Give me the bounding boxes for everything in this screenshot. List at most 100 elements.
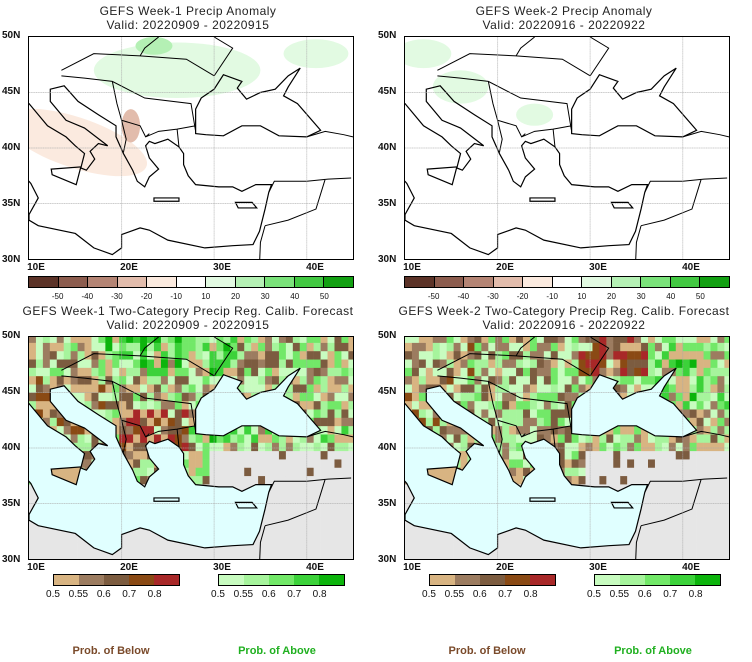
forecast-cell [550,337,559,343]
forecast-cell [481,400,489,410]
forecast-cell [195,467,203,477]
forecast-cell [606,367,614,377]
forecast-cell [696,342,704,352]
forecast-cell [502,400,510,410]
forecast-cell [320,400,328,410]
colorbar-tick-label: 0.8 [147,589,162,600]
forecast-cell [675,509,683,518]
anomaly-area [432,70,489,104]
forecast-cell [543,434,552,443]
forecast-cell [91,337,99,343]
forecast-cell [557,542,565,552]
forecast-cell [327,484,335,493]
forecast-cell [536,542,545,552]
legend-prob-above: Prob. of Above [614,645,692,657]
forecast-cell [710,475,718,485]
forecast-cell [703,434,711,443]
forecast-cell [675,467,683,477]
forecast-cell [334,392,342,402]
colorbar-swatch [294,575,319,585]
forecast-cell [265,342,273,352]
forecast-cell [272,359,280,368]
forecast-cell [202,350,210,360]
forecast-cell [202,359,210,368]
forecast-cell [502,392,510,402]
forecast-cell [418,417,427,427]
colorbar-tick-label: 0.5 [46,589,60,600]
forecast-cell [654,442,663,452]
forecast-cell [167,434,176,443]
lat-tick-label: 40N [2,142,21,153]
forecast-cell [49,350,58,360]
forecast-cell [661,450,670,460]
forecast-cell [648,534,656,543]
forecast-cell [682,442,690,452]
forecast-cell [557,375,565,385]
forecast-cell [710,442,718,452]
forecast-cell [654,337,663,343]
forecast-cell [112,342,120,352]
forecast-cell [348,492,353,502]
forecast-cell [327,409,335,418]
forecast-cell [557,337,565,343]
forecast-cell [641,475,649,485]
forecast-cell [258,442,266,452]
forecast-cell [119,425,127,435]
forecast-cell [42,350,51,360]
forecast-cell [230,542,238,552]
forecast-cell [42,400,51,410]
forecast-cell [696,467,704,477]
forecast-cell [313,525,321,535]
forecast-cell [467,392,475,402]
forecast-cell [299,359,307,368]
forecast-cell [126,375,134,385]
forecast-cell [209,450,217,460]
forecast-cell [606,475,614,485]
forecast-cell [578,375,586,385]
forecast-cell [341,337,349,343]
forecast-cell [334,417,342,427]
forecast-cell [278,359,287,368]
forecast-cell [292,500,301,510]
forecast-cell [341,367,349,377]
forecast-cell [474,409,482,418]
forecast-cell [272,459,280,468]
forecast-cell [84,359,92,368]
forecast-cell [668,392,677,402]
forecast-cell [509,392,517,402]
forecast-cell [244,392,252,402]
forecast-cell [119,534,127,543]
forecast-cell [327,550,335,559]
forecast-cell [327,525,335,535]
legend-prob-below: Prob. of Below [448,645,526,657]
forecast-cell [285,509,294,518]
forecast-cell [502,337,510,343]
forecast-cell [272,375,280,385]
forecast-cell [49,342,58,352]
colorbar-swatch [269,575,294,585]
forecast-cell [467,359,475,368]
forecast-cell [29,492,37,502]
forecast-cell [634,525,642,535]
forecast-cell [627,337,635,343]
forecast-cell [153,350,162,360]
forecast-cell [488,400,496,410]
forecast-cell [126,367,134,377]
forecast-cell [481,342,489,352]
forecast-cell [724,492,729,502]
forecast-cell [453,434,461,443]
forecast-cell [675,434,683,443]
forecast-cell [313,350,321,360]
colorbar-tick-label: 0.5 [587,589,601,600]
forecast-cell [313,517,321,527]
colorbar-swatch [645,575,670,585]
forecast-cell [272,509,280,518]
forecast-cell [202,384,210,393]
forecast-cell [668,384,677,393]
forecast-cell [216,459,224,468]
forecast-cell [641,337,649,343]
forecast-cell [341,417,349,427]
forecast-cell [425,350,434,360]
forecast-cell [133,350,141,360]
forecast-cell [320,350,328,360]
